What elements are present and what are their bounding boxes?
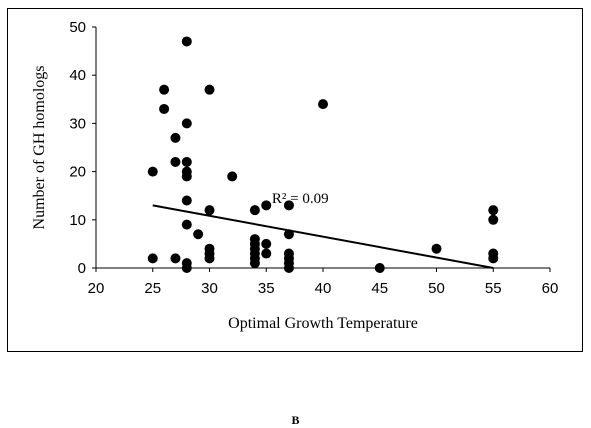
data-point <box>488 214 499 225</box>
x-tick-label: 50 <box>428 280 445 297</box>
x-axis-title: Optimal Growth Temperature <box>228 315 418 332</box>
data-point <box>227 171 238 182</box>
axes <box>92 26 551 272</box>
data-points <box>147 36 499 273</box>
r-squared-annotation: R² = 0.09 <box>272 191 329 207</box>
data-point <box>170 253 181 264</box>
y-tick-label: 0 <box>78 260 86 277</box>
x-tick-label: 25 <box>144 280 161 297</box>
data-point <box>181 219 192 230</box>
data-point <box>159 103 170 114</box>
data-point <box>204 84 215 95</box>
y-tick-label: 40 <box>69 67 86 84</box>
data-point <box>181 195 192 206</box>
data-point <box>318 99 328 110</box>
y-tick-label: 50 <box>69 19 86 36</box>
data-point <box>181 118 192 129</box>
x-tick-label: 55 <box>485 280 502 297</box>
data-point <box>147 253 158 264</box>
data-point <box>159 84 170 95</box>
x-tick-label: 20 <box>88 280 105 297</box>
data-point <box>193 229 204 240</box>
x-tick-label: 35 <box>258 280 275 297</box>
data-point <box>374 263 385 273</box>
data-point <box>261 238 272 249</box>
data-point <box>170 132 181 143</box>
tick-labels: 0 10 20 30 40 50 20 25 30 35 40 45 50 55 60 <box>69 19 558 297</box>
panel-label: B <box>291 413 300 427</box>
chart-frame <box>7 8 583 352</box>
y-tick-label: 30 <box>69 115 86 132</box>
data-point <box>261 248 272 259</box>
data-point <box>283 200 294 211</box>
data-point <box>204 205 215 216</box>
x-tick-label: 60 <box>542 280 559 297</box>
data-point <box>261 200 272 211</box>
trendline-group <box>152 204 494 269</box>
data-point <box>249 205 260 216</box>
data-point <box>170 156 181 167</box>
data-point <box>249 258 260 269</box>
x-tick-label: 40 <box>315 280 332 297</box>
data-point <box>181 171 192 182</box>
x-tick-label: 30 <box>201 280 218 297</box>
data-point <box>204 253 215 264</box>
scatter-chart: 0 10 20 30 40 50 20 25 30 35 40 45 50 55 60 Number of … <box>31 19 558 332</box>
data-point <box>283 263 294 273</box>
data-point <box>431 243 442 254</box>
x-tick-label: 45 <box>371 280 388 297</box>
data-point <box>488 205 499 216</box>
data-point <box>181 263 192 273</box>
y-axis-title: Number of GH homologs <box>31 66 48 230</box>
data-point <box>181 156 192 167</box>
data-point <box>181 36 192 47</box>
data-point <box>147 166 158 177</box>
trendline <box>152 204 494 269</box>
data-point <box>488 253 499 264</box>
y-tick-label: 20 <box>69 164 86 181</box>
y-tick-label: 10 <box>69 212 86 229</box>
